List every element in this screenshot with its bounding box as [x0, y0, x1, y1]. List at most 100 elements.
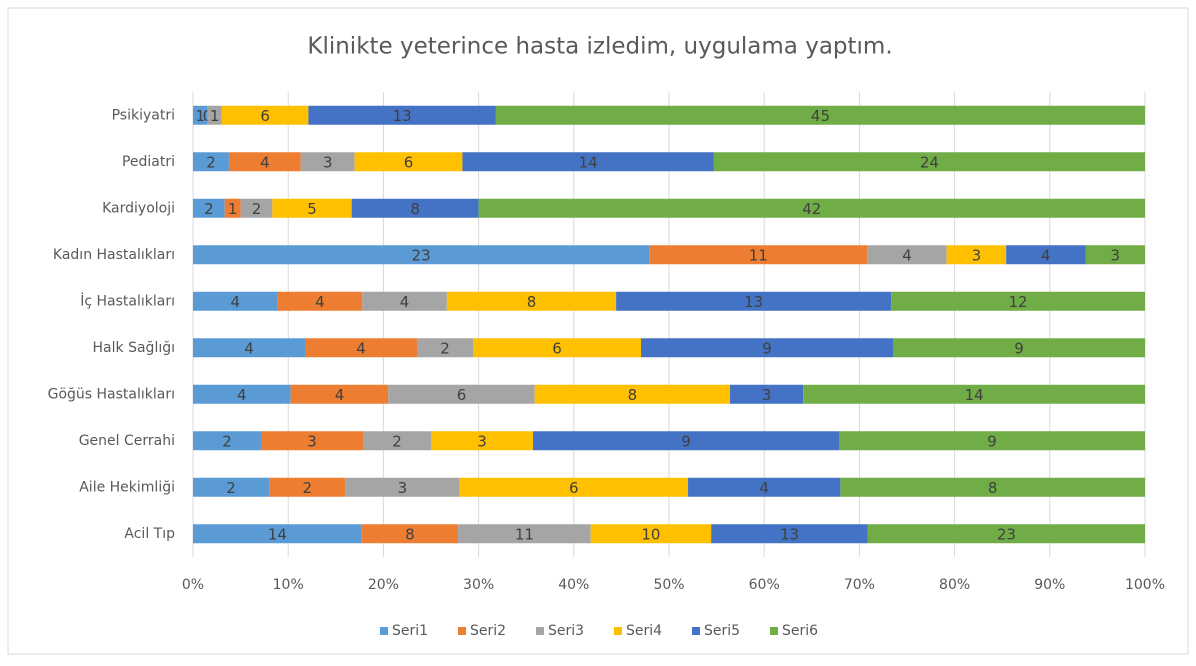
data-label: 23 [412, 246, 431, 264]
data-label: 6 [552, 339, 562, 357]
data-label: 2 [440, 339, 450, 357]
x-tick-label: 100% [1125, 577, 1165, 593]
bar-segment [290, 384, 389, 404]
bar-segment [193, 152, 229, 172]
data-label: 4 [244, 339, 254, 357]
bar-segment [893, 338, 1145, 358]
bar-segment [305, 338, 417, 358]
legend-swatch [458, 627, 466, 635]
bar-segment [207, 105, 222, 125]
bar-segment [272, 198, 352, 218]
y-tick-label: Kadın Hastalıkları [53, 247, 175, 263]
bar-segment [533, 431, 839, 451]
data-label: 9 [762, 339, 772, 357]
bar-segment [616, 291, 892, 311]
bar-segment [1006, 245, 1086, 265]
data-label: 4 [315, 293, 325, 311]
bar-segment [713, 152, 1145, 172]
x-tick-label: 30% [463, 577, 494, 593]
data-label: 3 [398, 479, 408, 497]
bar-segment [1085, 245, 1145, 265]
bar-segment [354, 152, 463, 172]
data-label: 12 [1009, 293, 1028, 311]
bar-segment [388, 384, 535, 404]
data-label: 6 [457, 386, 467, 404]
data-label: 4 [400, 293, 410, 311]
data-label: 8 [405, 525, 415, 543]
bar-segment [193, 431, 261, 451]
data-label: 3 [972, 246, 982, 264]
bar-segment [193, 384, 291, 404]
bar-segment [277, 291, 363, 311]
bar-segment [867, 524, 1145, 544]
bar-segment [534, 384, 731, 404]
bar-segment [221, 105, 309, 125]
legend-swatch [692, 627, 700, 635]
bar-segment [261, 431, 363, 451]
y-tick-label: Genel Cerrahi [79, 433, 175, 449]
data-label: 8 [988, 479, 998, 497]
legend-label: Seri6 [782, 623, 818, 639]
data-label: 4 [231, 293, 241, 311]
data-label: 1 [195, 107, 205, 125]
data-label: 4 [759, 479, 769, 497]
bar-segment [590, 524, 712, 544]
data-label: 3 [477, 432, 487, 450]
data-label: 3 [307, 432, 317, 450]
data-label: 4 [335, 386, 345, 404]
bar-segment [688, 477, 841, 497]
data-label: 14 [268, 525, 287, 543]
bar-segment [458, 524, 591, 544]
bar-segment [300, 152, 355, 172]
data-label: 4 [902, 246, 912, 264]
bar-segment [462, 152, 714, 172]
y-tick-label: Acil Tıp [124, 526, 175, 542]
bar-segment [431, 431, 533, 451]
data-label: 13 [780, 525, 799, 543]
bar-segment [193, 338, 305, 358]
bar-segment [649, 245, 868, 265]
data-label: 2 [302, 479, 312, 497]
data-label: 11 [749, 246, 768, 264]
data-label: 4 [237, 386, 247, 404]
data-label: 10 [641, 525, 660, 543]
data-label: 9 [681, 432, 691, 450]
legend-swatch [614, 627, 622, 635]
data-label: 14 [965, 386, 984, 404]
bar-segment [730, 384, 804, 404]
data-label: 3 [1110, 246, 1120, 264]
bar-segment [473, 338, 641, 358]
y-tick-label: Halk Sağlığı [93, 340, 175, 356]
bar-segment [478, 198, 1146, 218]
data-label: 13 [744, 293, 763, 311]
data-label: 6 [404, 153, 414, 171]
legend-label: Seri5 [704, 623, 740, 639]
data-label: 5 [307, 200, 317, 218]
bar-segment [891, 291, 1145, 311]
data-label: 9 [987, 432, 997, 450]
bar-segment [240, 198, 273, 218]
x-tick-label: 10% [273, 577, 304, 593]
data-label: 8 [410, 200, 420, 218]
data-label: 2 [392, 432, 402, 450]
data-label: 42 [802, 200, 821, 218]
bar-segment [803, 384, 1145, 404]
data-label: 24 [920, 153, 939, 171]
y-tick-label: İç Hastalıkları [80, 291, 175, 309]
x-tick-label: 60% [749, 577, 780, 593]
bar-segment [193, 524, 362, 544]
bar-segment [361, 524, 459, 544]
data-label: 2 [226, 479, 236, 497]
data-label: 4 [260, 153, 270, 171]
bar-segment [224, 198, 241, 218]
bar-segment [228, 152, 301, 172]
data-label: 23 [997, 525, 1016, 543]
x-tick-label: 50% [653, 577, 684, 593]
legend-swatch [536, 627, 544, 635]
bar-segment [193, 105, 208, 125]
legend-label: Seri1 [392, 623, 428, 639]
legend-label: Seri3 [548, 623, 584, 639]
data-label: 9 [1014, 339, 1024, 357]
x-tick-label: 20% [368, 577, 399, 593]
